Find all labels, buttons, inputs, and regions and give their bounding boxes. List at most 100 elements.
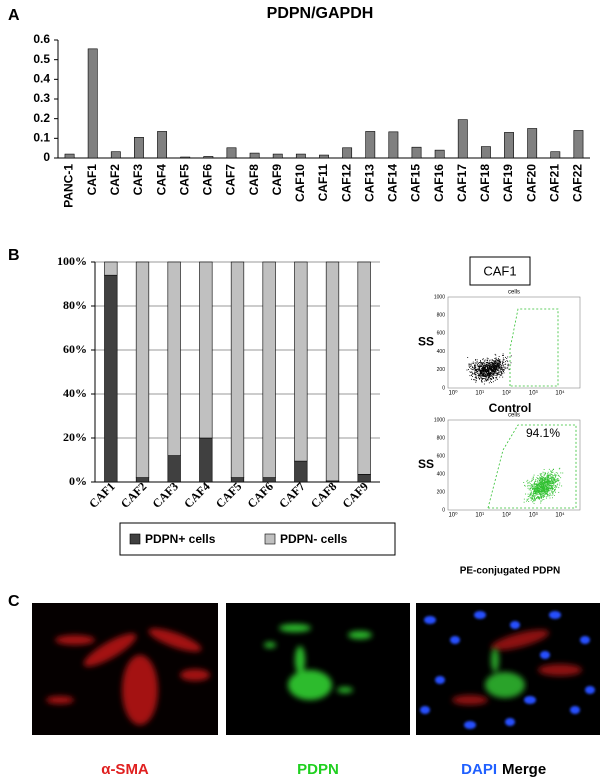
event-dot — [469, 365, 471, 367]
event-dot — [490, 368, 491, 370]
event-dot — [475, 369, 477, 371]
event-dot — [549, 494, 551, 496]
event-dot — [481, 367, 483, 369]
event-dot — [490, 378, 492, 380]
event-dot — [493, 374, 494, 375]
event-dot — [537, 492, 539, 494]
event-dot — [502, 376, 504, 378]
event-dot — [539, 497, 541, 499]
event-dot — [475, 372, 477, 374]
event-dot — [545, 497, 547, 499]
event-dot — [553, 468, 554, 470]
y-tick-label: 800 — [437, 313, 446, 319]
event-dot — [488, 375, 490, 377]
event-dot — [483, 374, 485, 376]
event-dot — [546, 480, 548, 482]
event-dot — [498, 368, 500, 370]
event-dot — [533, 488, 535, 490]
event-dot — [535, 486, 537, 488]
event-dot — [477, 375, 479, 377]
event-dot — [482, 367, 484, 369]
event-dot — [536, 486, 537, 488]
event-dot — [486, 373, 488, 375]
event-dot — [552, 493, 554, 494]
event-dot — [494, 364, 496, 366]
event-dot — [475, 375, 477, 377]
event-dot — [523, 498, 525, 500]
event-dot — [477, 368, 479, 370]
event-dot — [491, 371, 493, 373]
event-dot — [535, 480, 536, 482]
event-dot — [551, 494, 553, 496]
event-dot — [544, 488, 545, 490]
event-dot — [501, 367, 503, 369]
event-dot — [534, 497, 536, 499]
bar-segment — [357, 261, 371, 475]
event-dot — [527, 479, 529, 481]
event-dot — [532, 498, 534, 500]
x-tick-label: CAF22 — [571, 164, 585, 202]
event-dot — [554, 488, 556, 490]
event-dot — [538, 496, 540, 498]
event-dot — [540, 481, 542, 483]
event-dot — [539, 483, 540, 485]
event-dot — [543, 480, 545, 482]
x-tick-label: CAF1 — [85, 164, 99, 196]
event-dot — [547, 479, 549, 480]
event-dot — [490, 375, 492, 377]
event-dot — [547, 480, 549, 482]
event-dot — [475, 376, 477, 378]
event-dot — [543, 490, 545, 492]
event-dot — [557, 480, 559, 482]
event-dot — [477, 365, 479, 367]
event-dot — [482, 371, 484, 373]
event-dot — [540, 500, 542, 502]
event-dot — [495, 357, 497, 359]
event-dot — [488, 367, 490, 369]
event-dot — [478, 370, 480, 372]
event-dot — [478, 372, 480, 374]
event-dot — [480, 366, 482, 368]
event-dot — [488, 364, 490, 366]
event-dot — [478, 377, 479, 379]
legend-swatch — [264, 533, 276, 545]
event-dot — [556, 478, 558, 480]
event-dot — [483, 363, 485, 365]
event-dot — [480, 368, 482, 370]
event-dot — [537, 487, 539, 489]
event-dot — [484, 378, 486, 380]
event-dot — [541, 491, 543, 493]
event-dot — [535, 487, 537, 489]
event-dot — [497, 364, 499, 366]
event-dot — [490, 374, 492, 376]
event-dot — [544, 491, 546, 493]
event-dot — [504, 364, 506, 365]
event-dot — [475, 359, 477, 361]
event-dot — [544, 486, 546, 488]
event-dot — [478, 373, 480, 375]
event-dot — [500, 372, 502, 374]
event-dot — [475, 373, 477, 375]
bar-segment — [167, 261, 181, 456]
event-dot — [544, 490, 546, 492]
event-dot — [550, 477, 552, 479]
y-tick-label: 0 — [442, 507, 445, 513]
event-dot — [547, 488, 549, 490]
event-dot — [560, 472, 562, 474]
event-dot — [494, 363, 496, 365]
event-dot — [547, 476, 549, 478]
event-dot — [550, 478, 551, 480]
event-dot — [494, 367, 495, 369]
event-dot — [493, 364, 495, 366]
event-dot — [527, 483, 529, 485]
event-dot — [540, 478, 542, 479]
event-dot — [479, 377, 480, 379]
event-dot — [551, 469, 553, 471]
events — [523, 467, 564, 505]
event-dot — [488, 368, 490, 370]
event-dot — [489, 366, 491, 368]
event-dot — [542, 488, 544, 490]
event-dot — [534, 495, 536, 497]
event-dot — [548, 488, 550, 490]
y-tick-label: 20% — [63, 430, 87, 444]
